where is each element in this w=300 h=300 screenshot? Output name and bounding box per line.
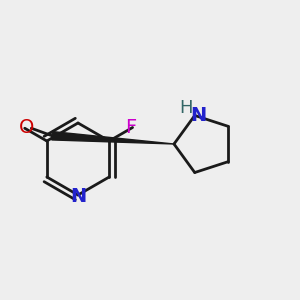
Polygon shape: [52, 132, 174, 144]
Text: N: N: [190, 106, 206, 125]
Text: O: O: [19, 118, 34, 137]
Text: H: H: [180, 99, 193, 117]
Text: N: N: [70, 187, 86, 206]
Text: F: F: [125, 118, 137, 137]
